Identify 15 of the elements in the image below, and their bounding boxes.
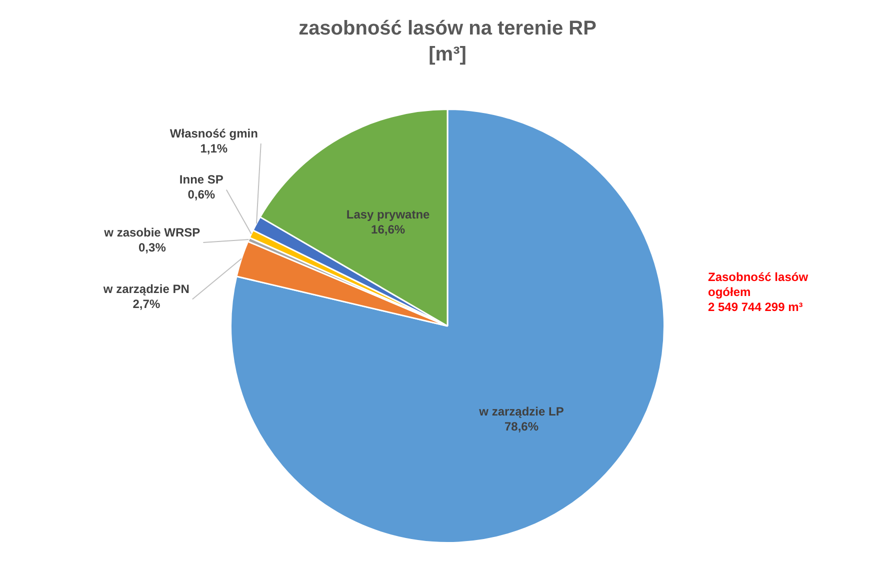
data-label: 78,6% bbox=[504, 419, 539, 434]
slice-label: w zarządzie LP bbox=[478, 404, 564, 418]
data-label: 1,1% bbox=[200, 141, 228, 156]
data-label: 0,6% bbox=[188, 188, 216, 202]
slice-label: Inne SP bbox=[179, 172, 224, 187]
chart-subtitle: [m³] bbox=[428, 44, 466, 66]
slice-label: w zarządzie PN bbox=[102, 282, 190, 296]
text: Zasobność lasów ogółem 2 549 744 299 m³ bbox=[708, 270, 808, 315]
data-label: 2,7% bbox=[132, 296, 160, 311]
data-label: 0,3% bbox=[138, 240, 166, 254]
chart-title: zasobność lasów na terenie RP bbox=[298, 18, 596, 40]
data-label: 16,6% bbox=[371, 222, 406, 236]
slice-label: Lasy prywatne bbox=[346, 207, 430, 222]
slice-label: Własność gmin bbox=[170, 126, 258, 140]
slice-label: w zasobie WRSP bbox=[103, 225, 200, 240]
